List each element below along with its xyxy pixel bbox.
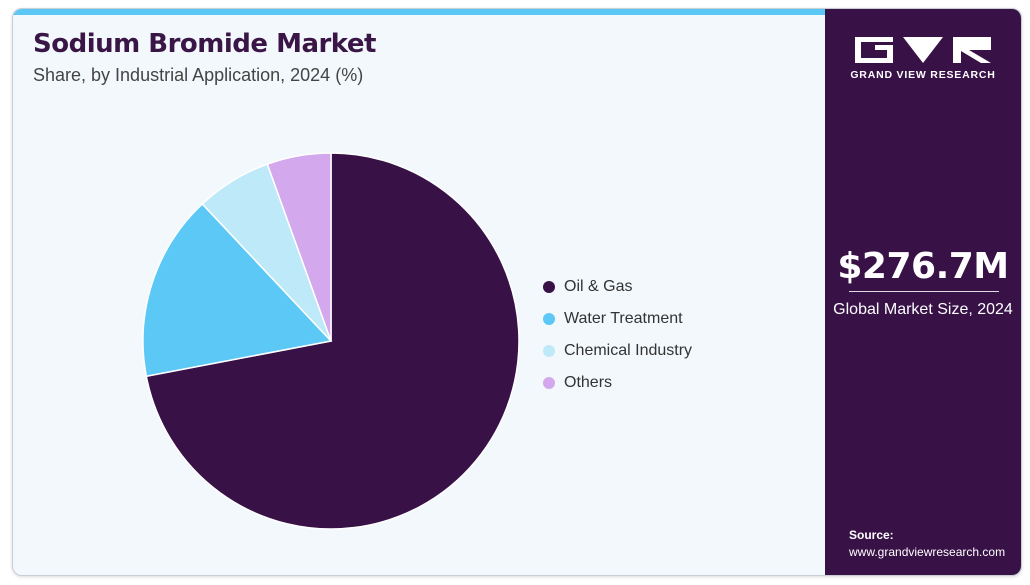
legend-item-others: Others (543, 367, 692, 399)
legend-swatch (543, 345, 555, 357)
legend-label: Chemical Industry (564, 342, 693, 359)
legend-label: Others (564, 374, 613, 391)
accent-bar (13, 9, 825, 15)
source-label: Source: (849, 528, 894, 542)
legend-swatch (543, 313, 555, 325)
summary-sidebar: GRAND VIEW RESEARCH $276.7M Global Marke… (825, 9, 1021, 575)
legend-item-chemical-industry: Chemical Industry (543, 335, 692, 367)
pie-chart (142, 152, 520, 530)
infographic-card: Sodium Bromide Market Share, by Industri… (12, 8, 1022, 576)
legend-swatch (543, 281, 555, 293)
market-size-value: $276.7M (837, 246, 1009, 287)
gvr-logo-icon (855, 37, 991, 63)
legend-label: Oil & Gas (564, 278, 633, 295)
divider (849, 291, 999, 292)
brand-name: GRAND VIEW RESEARCH (850, 69, 996, 81)
legend-swatch (543, 377, 555, 389)
chart-legend: Oil & Gas Water Treatment Chemical Indus… (543, 271, 692, 399)
pie-slice-water-treatment (142, 202, 333, 378)
chart-subtitle: Share, by Industrial Application, 2024 (… (33, 65, 364, 85)
market-size-label: Global Market Size, 2024 (833, 301, 1013, 318)
pie-slice-oil-gas (145, 152, 520, 530)
source-link[interactable]: www.grandviewresearch.com (849, 545, 1006, 559)
legend-item-oil-gas: Oil & Gas (543, 271, 692, 303)
legend-label: Water Treatment (564, 310, 683, 327)
legend-item-water-treatment: Water Treatment (543, 303, 692, 335)
chart-title: Sodium Bromide Market (33, 29, 376, 59)
pie-slice-others (266, 152, 332, 342)
